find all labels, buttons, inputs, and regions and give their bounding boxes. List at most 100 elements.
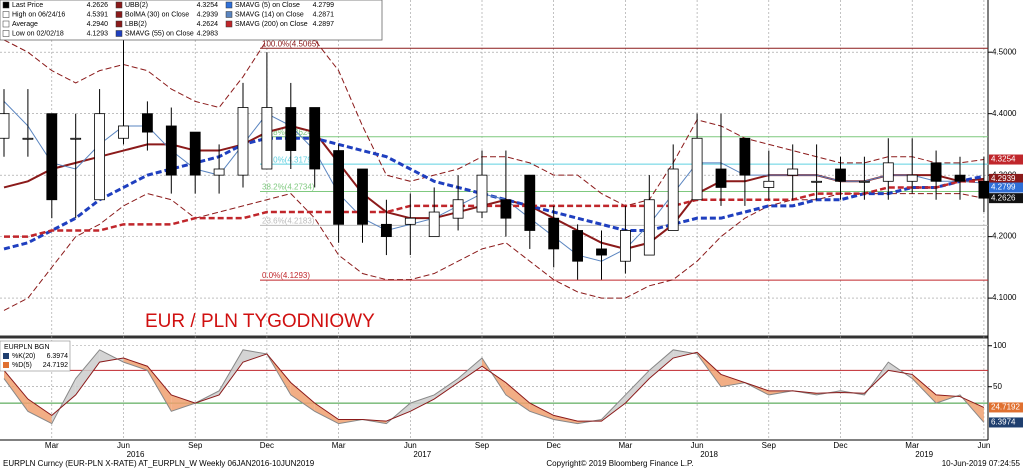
spread-fill [410,394,435,412]
legend-value: 4.2624 [197,21,219,28]
oscillator-line [3,349,985,425]
chart-title: EUR / PLN TYGODNIOWY [145,311,375,332]
candle-body [978,180,990,199]
candle-body [261,107,273,170]
price-tag [989,173,1023,184]
candle-body [0,113,10,139]
candle-body [357,168,368,225]
legend-swatch [115,1,123,9]
candle-body [452,199,464,219]
spread-fill [529,403,554,420]
legend-value: 4.2871 [313,11,335,18]
price-tag [989,182,1023,193]
legend-swatch [115,30,123,37]
candle-body [930,162,942,182]
legend-label: %D(5) [12,362,32,369]
price-tag-label: 4.2626 [991,193,1016,202]
legend-label: Average [12,21,38,28]
legend-value: 4.2626 [87,2,109,9]
fib-level-label: 23.6%(4.2183) [262,216,315,225]
candle-body [46,113,58,201]
legend-value: 4.2983 [197,30,219,37]
legend-value: 4.1293 [87,30,109,37]
candle-body [213,168,225,176]
x-tick-label: Jun [117,441,130,450]
spread-fill [99,349,124,363]
candle-body [572,230,583,262]
x-group-label: 2018 [700,450,718,459]
legend-swatch [3,362,9,368]
spread-fill [458,358,482,383]
legend-value: 4.3254 [197,2,219,9]
candle-body [620,230,631,262]
legend-label: SMAVG (200) on Close [235,21,308,28]
candle-body [667,168,679,231]
x-tick-label: Mar [332,441,346,450]
footer-center: Copyright© 2019 Bloomberg Finance L.P. [546,459,693,468]
spread-fill [4,370,28,412]
spread-fill [123,358,148,371]
price-tag-label: 4.2939 [991,174,1016,183]
legend-box [0,340,71,372]
candle-body [739,137,751,176]
fib-level-label: 50.0%(4.3179) [262,155,315,164]
candle-body [811,180,822,183]
legend-label: SMAVG (55) on Close [125,30,194,37]
candle-body [165,125,177,176]
spread-fill [171,394,196,412]
spread-fill [721,374,745,387]
spread-fill [219,349,243,395]
footer-right: 10-Jun-2019 07:24:55 [942,459,1021,468]
x-tick-label: Dec [547,441,561,450]
x-tick-label: Jun [404,441,417,450]
legend-swatch [3,353,9,359]
spread-fill [434,378,459,400]
candle-body [715,168,727,188]
legend-label: Low on 02/02/18 [12,30,64,37]
spread-fill [625,370,650,404]
candle-body [835,168,846,182]
candle-body [285,107,297,151]
candle-body [333,150,345,225]
fib-level-label: 100.0%(4.5065) [262,39,319,48]
candle-body [548,217,560,250]
legend-swatch [115,20,123,28]
x-group-label: 2017 [413,450,431,459]
candle-body [94,113,105,201]
y-tick-label: 4.1000 [992,293,1017,302]
value-tag-label: 6.3974 [991,418,1016,427]
x-tick-label: Sep [475,441,490,450]
candle-body [763,180,775,188]
candle-body [691,137,703,201]
candle-body [237,107,249,176]
legend-label: %K(20) [12,353,35,360]
legend-swatch [2,11,10,18]
x-tick-label: Mar [905,441,919,450]
candle-body [189,131,201,176]
candle-body [428,211,440,238]
spread-fill [553,415,578,424]
legend-swatch [225,11,233,18]
spread-fill [290,382,315,412]
candle-body [500,199,512,219]
legend-box [0,0,383,41]
candle-body [524,174,536,231]
x-group-label: 2019 [915,450,933,459]
x-group-label: 2016 [127,450,145,459]
panel-title: EURPLN BGN [4,344,50,351]
candle-body [859,180,870,183]
candle-body [141,113,153,133]
legend-swatch [2,20,10,28]
x-tick-label: Jun [977,441,990,450]
candle-body [643,199,655,256]
legend-swatch [2,1,10,9]
candle-body [596,248,607,256]
legend-swatch [2,30,10,37]
x-tick-label: Sep [188,441,203,450]
candle-body [118,125,129,139]
legend-label: BolMA (30) on Close [125,11,189,18]
spread-fill [75,349,100,395]
y-tick-label: 50 [993,382,1002,391]
spread-fill [912,374,937,404]
